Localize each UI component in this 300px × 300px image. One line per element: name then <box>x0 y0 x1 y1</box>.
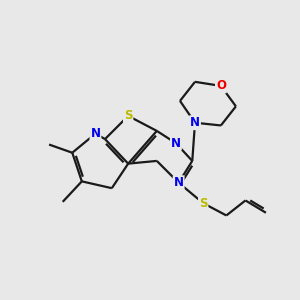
Text: S: S <box>199 197 207 210</box>
Text: O: O <box>216 80 226 92</box>
Text: N: N <box>174 176 184 189</box>
Text: N: N <box>190 116 200 129</box>
Text: S: S <box>124 110 132 122</box>
Text: N: N <box>171 137 181 150</box>
Text: N: N <box>91 127 100 140</box>
